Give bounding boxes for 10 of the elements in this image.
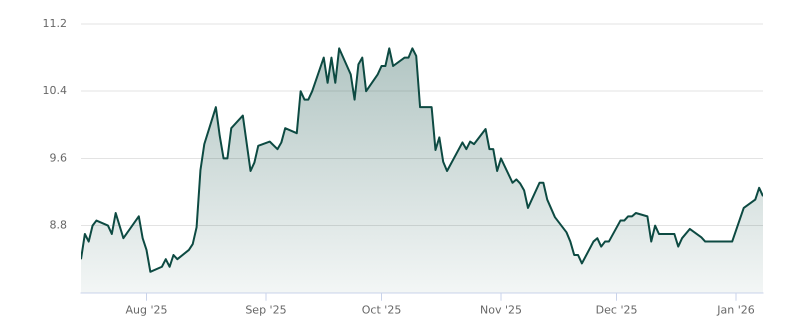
y-tick-label: 11.2 (42, 16, 67, 30)
y-tick-label: 8.8 (50, 218, 67, 232)
x-tick-label: Aug '25 (126, 303, 168, 316)
y-tick-label: 9.6 (50, 151, 67, 164)
x-tick-label: Jan '26 (716, 303, 755, 316)
x-tick-label: Dec '25 (596, 303, 638, 316)
y-tick-label: 10.4 (42, 84, 67, 98)
x-tick-label: Nov '25 (480, 303, 522, 316)
x-tick-label: Sep '25 (245, 303, 287, 316)
x-tick-label: Oct '25 (362, 303, 402, 316)
